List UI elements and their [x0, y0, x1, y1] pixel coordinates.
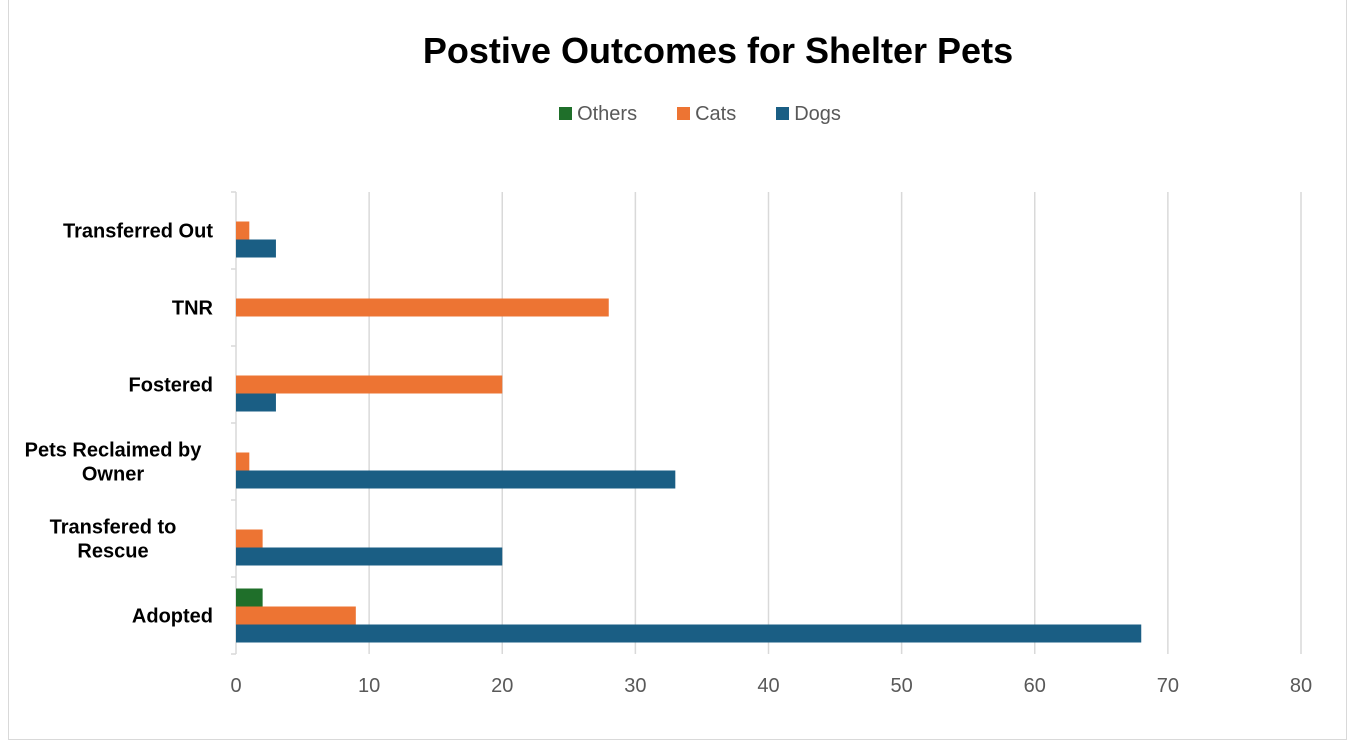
bar-cats [236, 452, 250, 471]
bar-cats [236, 606, 356, 625]
category-label: Transferred Out [63, 221, 213, 243]
category-label: Fostered [129, 375, 213, 397]
x-tick-label: 10 [358, 675, 380, 697]
legend-label: Cats [695, 103, 737, 125]
x-tick-label: 60 [1024, 675, 1046, 697]
x-tick-label: 20 [491, 675, 513, 697]
x-tick-label: 50 [891, 675, 913, 697]
chart-title: Postive Outcomes for Shelter Pets [422, 30, 1014, 71]
legend-item-dogs: Dogs [776, 103, 841, 126]
x-tick-label: 0 [230, 675, 241, 697]
chart-legend: Others Cats Dogs [0, 103, 1349, 126]
legend-swatch [677, 107, 691, 120]
bar-cats [236, 375, 503, 394]
bar-cats [236, 298, 609, 317]
x-tick-label: 30 [624, 675, 646, 697]
bar-dogs [236, 547, 503, 566]
x-tick-label: 40 [757, 675, 779, 697]
category-label: Transfered to Rescue [50, 517, 177, 563]
bar-dogs [236, 624, 1142, 643]
legend-item-others: Others [559, 103, 637, 126]
bar-cats [236, 221, 250, 240]
category-label: TNR [172, 298, 214, 320]
category-label: Adopted [132, 606, 213, 628]
bar-cats [236, 529, 263, 548]
bar-dogs [236, 393, 276, 412]
bar-others [236, 588, 263, 607]
legend-label: Dogs [794, 103, 841, 125]
bar-dogs [236, 239, 276, 258]
legend-swatch [776, 107, 790, 120]
bar-dogs [236, 470, 676, 489]
chart-frame [8, 0, 1347, 740]
x-tick-label: 70 [1157, 675, 1179, 697]
x-tick-label: 80 [1290, 675, 1312, 697]
category-label: Pets Reclaimed by Owner [25, 440, 203, 486]
legend-label: Others [577, 103, 638, 125]
legend-swatch [559, 107, 573, 120]
legend-item-cats: Cats [677, 103, 736, 126]
